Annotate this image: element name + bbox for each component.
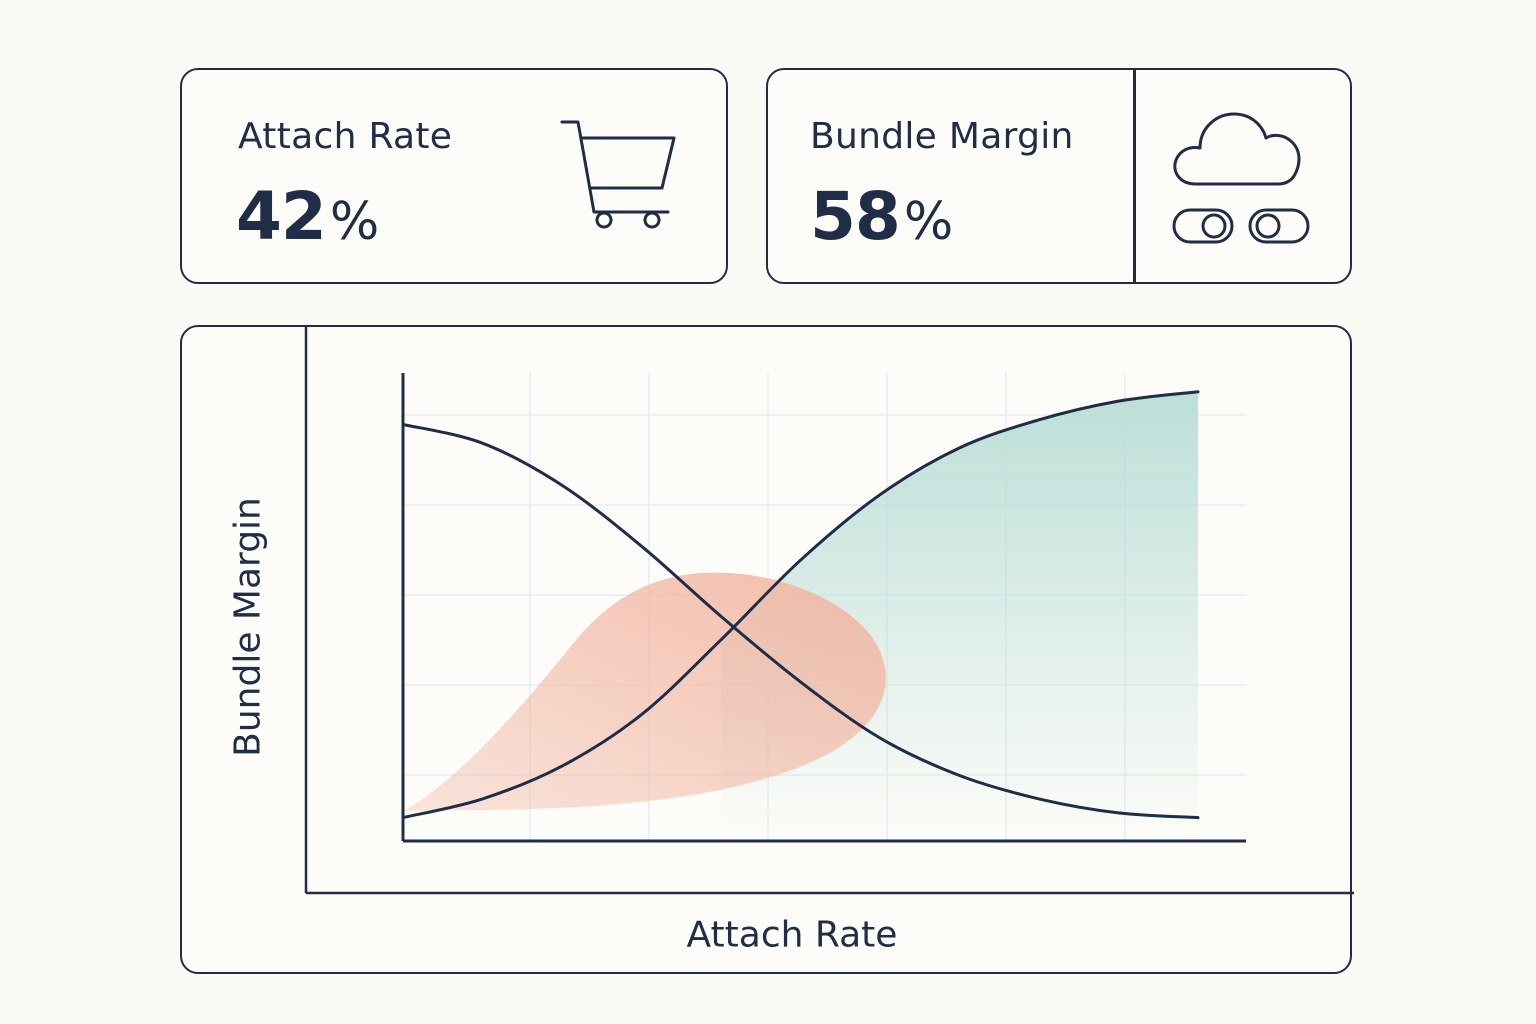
attach-rate-card[interactable]: Attach Rate 42%	[180, 68, 728, 284]
toggle-icon[interactable]	[1172, 208, 1234, 246]
bundle-margin-label: Bundle Margin	[810, 116, 1074, 157]
bundle-margin-unit: %	[903, 192, 953, 252]
card-divider	[1133, 70, 1136, 282]
attach-rate-value: 42%	[236, 178, 379, 255]
x-axis-label: Attach Rate	[686, 914, 898, 956]
attach-rate-label: Attach Rate	[238, 116, 453, 157]
toggle-icon[interactable]	[1248, 208, 1310, 246]
series-line-rising	[401, 390, 1200, 820]
cloud-icon[interactable]	[1168, 106, 1308, 190]
attach-rate-unit: %	[329, 192, 379, 252]
area-fill-salmon	[404, 572, 886, 811]
bundle-margin-value: 58%	[810, 178, 953, 255]
shopping-cart-icon	[560, 120, 676, 229]
y-axis-label: Bundle Margin	[227, 497, 269, 757]
chart-panel: Bundle Margin Attach Rate	[180, 325, 1354, 974]
bundle-margin-card[interactable]: Bundle Margin 58%	[766, 68, 1352, 284]
series-line-falling	[401, 423, 1200, 820]
attach-rate-number: 42	[236, 178, 327, 255]
chart	[304, 327, 1354, 895]
bundle-margin-number: 58	[810, 178, 901, 255]
